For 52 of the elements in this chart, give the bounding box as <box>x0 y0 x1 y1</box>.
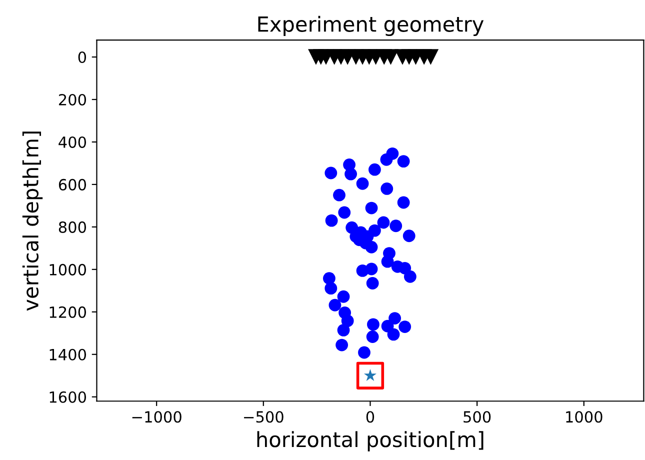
point <box>324 166 338 180</box>
point <box>381 255 394 268</box>
y-tick-label: 1400 <box>50 348 86 360</box>
point <box>365 240 378 254</box>
point <box>344 168 357 180</box>
point <box>422 49 439 65</box>
point <box>358 346 370 359</box>
point <box>382 49 399 65</box>
y-tick-label: 0 <box>78 51 86 64</box>
x-tick-label: −500 <box>244 411 284 423</box>
point <box>356 177 369 190</box>
point <box>337 290 350 303</box>
point <box>380 182 394 195</box>
y-tick-label: 400 <box>58 136 86 148</box>
point <box>402 230 416 242</box>
y-tick-label: 800 <box>58 221 86 233</box>
point <box>366 277 379 290</box>
point <box>336 338 348 352</box>
point <box>324 282 338 295</box>
x-tick-label: 1000 <box>566 411 602 423</box>
point <box>404 270 416 283</box>
x-tick-label: 0 <box>366 411 374 423</box>
point <box>377 216 390 229</box>
y-tick-label: 200 <box>58 94 86 106</box>
point <box>397 196 410 209</box>
y-tick-label: 600 <box>58 178 86 190</box>
point <box>338 206 351 219</box>
point <box>397 155 410 168</box>
point <box>337 324 350 336</box>
point <box>328 298 342 312</box>
x-tick-label: 500 <box>464 411 491 423</box>
point <box>341 314 354 328</box>
point <box>365 202 378 214</box>
point <box>388 312 402 324</box>
point <box>325 214 338 227</box>
y-tick-label: 1200 <box>50 306 86 318</box>
chart-title: Experiment geometry <box>258 16 484 36</box>
point <box>356 362 384 390</box>
y-axis-title: vertical depth[m] <box>22 132 43 311</box>
point <box>365 262 378 276</box>
point <box>333 188 346 202</box>
point <box>390 220 402 232</box>
point <box>387 328 400 341</box>
point <box>368 163 381 176</box>
x-axis-title: horizontal position[m] <box>257 431 484 452</box>
y-tick-label: 1000 <box>50 264 86 276</box>
point <box>367 318 380 331</box>
point <box>380 153 393 166</box>
y-tick-label: 1600 <box>50 391 86 403</box>
point <box>398 320 412 333</box>
point <box>366 330 379 343</box>
x-tick-label: −1000 <box>132 411 182 423</box>
